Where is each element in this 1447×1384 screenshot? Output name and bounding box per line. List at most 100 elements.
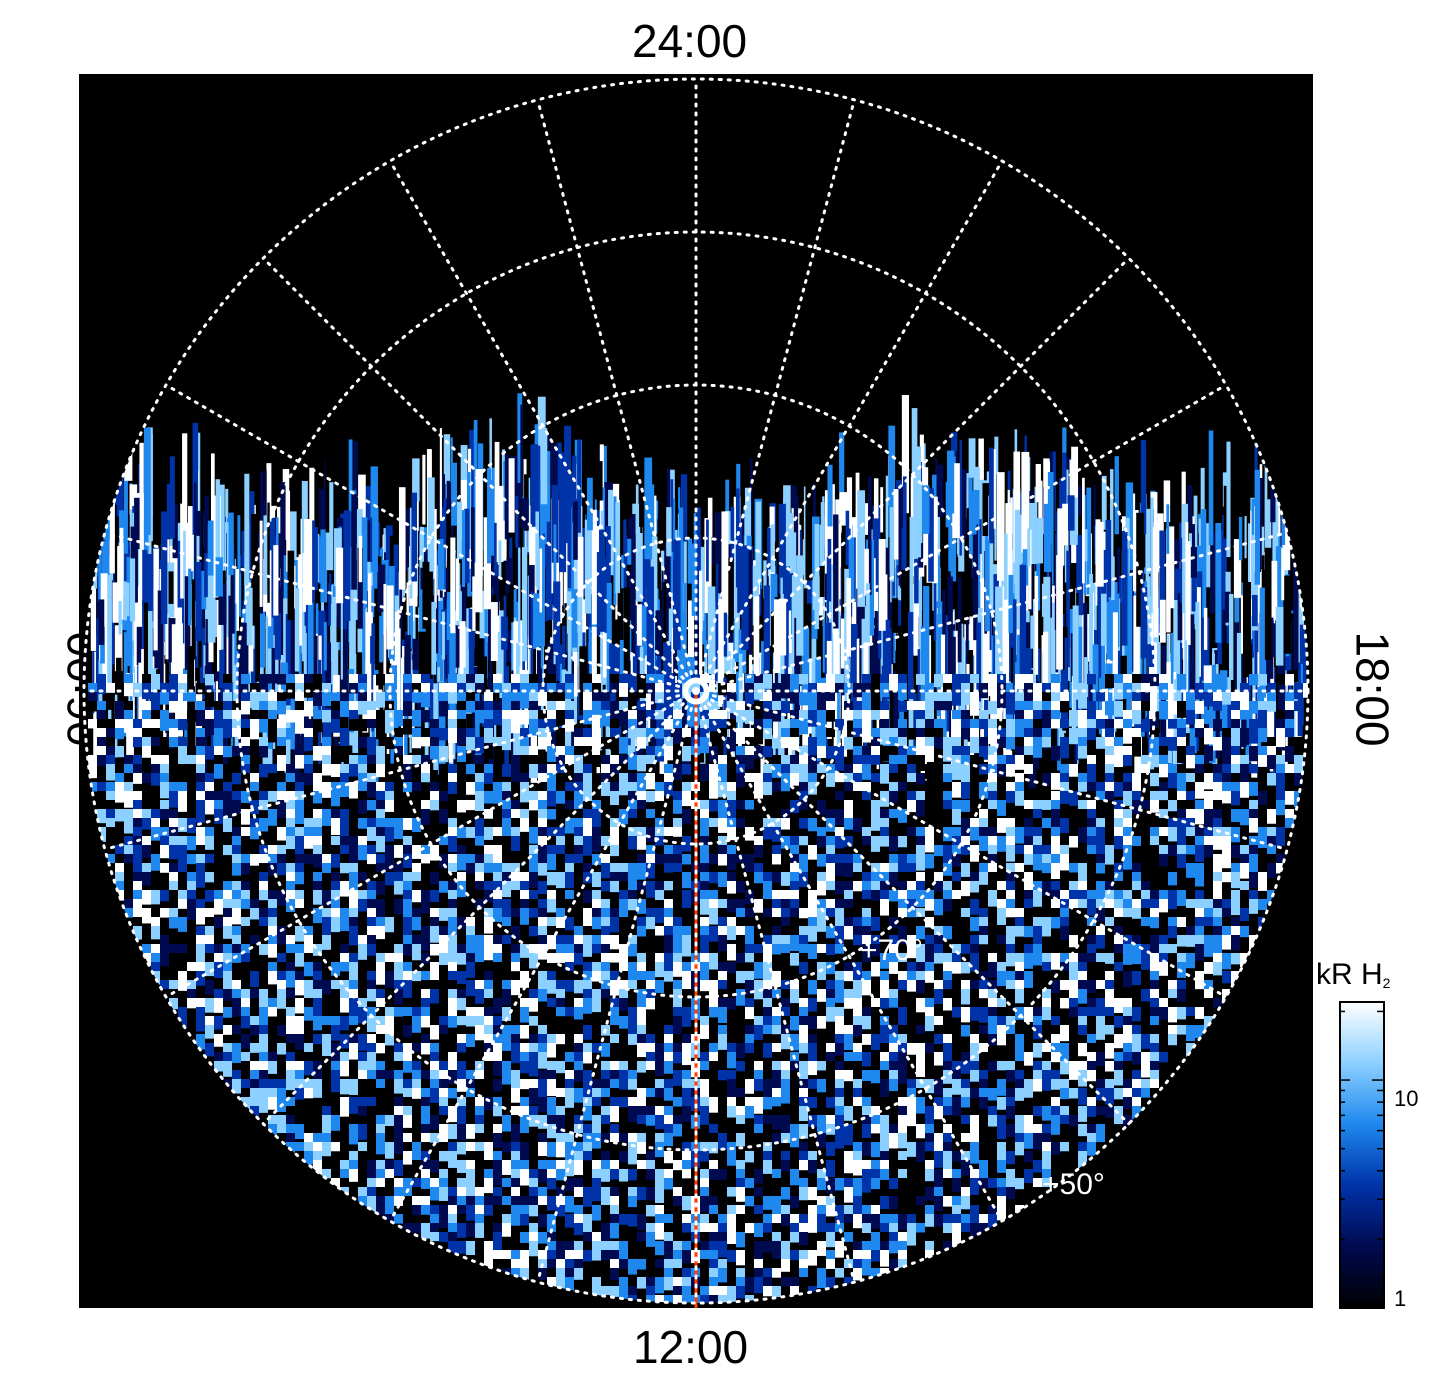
emission-pixel (223, 674, 232, 687)
emission-pixel (1015, 737, 1024, 749)
emission-pixel (196, 764, 205, 778)
emission-pixel (1024, 845, 1033, 855)
emission-pixel (889, 674, 898, 691)
emission-pixel (628, 809, 637, 826)
emission-pixel (628, 692, 637, 709)
emission-pixel (763, 872, 772, 887)
emission-streak (522, 496, 526, 563)
emission-pixel (1249, 701, 1258, 714)
emission-pixel (1096, 827, 1105, 843)
emission-pixel (934, 845, 943, 857)
emission-pixel (1123, 818, 1132, 831)
emission-pixel (160, 782, 169, 799)
emission-pixel (610, 908, 619, 918)
emission-pixel (1096, 881, 1105, 891)
emission-pixel (817, 953, 826, 965)
emission-pixel (961, 728, 970, 740)
emission-pixel (133, 908, 142, 921)
emission-pixel (97, 710, 106, 724)
emission-pixel (646, 827, 655, 843)
emission-pixel (1195, 764, 1204, 777)
emission-pixel (376, 764, 385, 778)
emission-pixel (646, 818, 655, 828)
emission-pixel (1060, 764, 1069, 777)
emission-pixel (1276, 764, 1285, 779)
emission-pixel (475, 827, 484, 837)
emission-pixel (331, 701, 340, 711)
emission-pixel (232, 728, 241, 738)
emission-streak (431, 601, 437, 675)
emission-pixel (853, 800, 862, 810)
emission-pixel (1213, 854, 1222, 869)
emission-pixel (367, 944, 376, 956)
emission-pixel (304, 818, 313, 829)
emission-pixel (88, 764, 97, 779)
emission-streak (778, 503, 786, 594)
emission-pixel (547, 683, 556, 696)
emission-pixel (457, 917, 466, 930)
emission-streak (369, 585, 375, 618)
emission-pixel (385, 782, 394, 793)
emission-pixel (97, 683, 106, 695)
emission-pixel (1159, 890, 1168, 906)
emission-pixel (664, 881, 673, 891)
emission-pixel (727, 818, 736, 834)
emission-pixel (1168, 737, 1177, 751)
emission-pixel (1015, 719, 1024, 729)
emission-streak (219, 649, 225, 689)
emission-pixel (331, 917, 340, 933)
emission-pixel (295, 683, 304, 695)
emission-pixel (718, 908, 727, 921)
emission-pixel (1231, 890, 1240, 906)
emission-pixel (682, 764, 691, 775)
emission-pixel (529, 953, 538, 969)
emission-pixel (1213, 692, 1222, 705)
emission-pixel (1213, 863, 1222, 878)
emission-streak (1101, 631, 1104, 687)
emission-pixel (565, 800, 574, 810)
emission-pixel (619, 674, 628, 690)
emission-pixel (1267, 773, 1276, 786)
emission-pixel (304, 773, 313, 786)
emission-streak (411, 492, 417, 582)
emission-pixel (736, 710, 745, 723)
emission-pixel (1123, 773, 1132, 789)
emission-pixel (754, 872, 763, 884)
emission-pixel (115, 827, 124, 844)
emission-pixel (403, 917, 412, 933)
emission-pixel (826, 710, 835, 722)
emission-pixel (502, 791, 511, 801)
emission-pixel (1231, 935, 1240, 951)
emission-pixel (583, 908, 592, 922)
emission-pixel (484, 944, 493, 961)
emission-pixel (970, 782, 979, 792)
emission-pixel (475, 935, 484, 947)
emission-pixel (304, 755, 313, 767)
emission-pixel (727, 899, 736, 913)
emission-pixel (340, 764, 349, 777)
emission-pixel (745, 908, 754, 918)
emission-pixel (844, 791, 853, 801)
emission-pixel (124, 782, 133, 793)
emission-pixel (556, 845, 565, 862)
emission-pixel (880, 764, 889, 781)
emission-streak (264, 470, 267, 552)
emission-streak (1300, 663, 1303, 700)
emission-pixel (97, 791, 106, 801)
emission-pixel (754, 809, 763, 824)
emission-pixel (196, 845, 205, 857)
emission-pixel (934, 899, 943, 916)
emission-pixel (403, 701, 412, 717)
emission-pixel (1222, 836, 1231, 853)
emission-streak (1145, 508, 1152, 625)
emission-streak (594, 602, 601, 692)
emission-pixel (268, 701, 277, 711)
emission-pixel (637, 791, 646, 801)
emission-pixel (1150, 908, 1159, 925)
emission-pixel (754, 899, 763, 913)
emission-pixel (358, 719, 367, 732)
emission-pixel (565, 791, 574, 808)
emission-pixel (889, 917, 898, 929)
emission-pixel (943, 953, 952, 969)
emission-pixel (808, 782, 817, 795)
